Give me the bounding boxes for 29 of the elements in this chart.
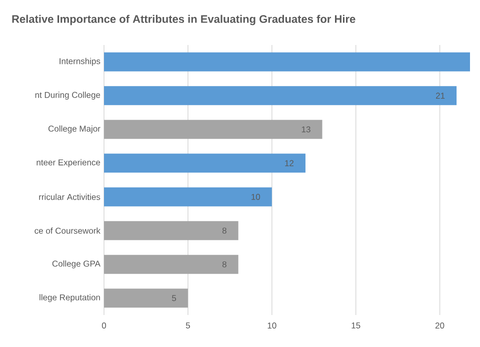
x-tick-label: 0 xyxy=(102,322,106,329)
y-tick-label: College Major xyxy=(48,125,100,134)
bar xyxy=(104,52,470,72)
data-label: 8 xyxy=(222,228,226,234)
data-label: 13 xyxy=(302,126,310,132)
y-tick-label: ce of Coursework xyxy=(34,227,100,234)
bar xyxy=(104,154,306,173)
bar xyxy=(104,254,238,274)
data-label: 5 xyxy=(172,295,176,302)
bar xyxy=(104,86,457,106)
y-tick-label: llege Reputation xyxy=(40,294,100,302)
bar xyxy=(104,187,272,206)
data-label: 10 xyxy=(252,194,260,200)
data-label: 12 xyxy=(285,160,294,166)
data-label: 21 xyxy=(436,92,445,99)
y-tick-label: nt During College xyxy=(35,92,100,100)
x-tick-label: 10 xyxy=(268,322,276,329)
y-tick-label: rricular Activities xyxy=(39,194,100,200)
bar xyxy=(104,288,188,308)
chart-title: Relative Importance of Attributes in Evaluating Graduates for Hire xyxy=(12,14,356,26)
y-tick-label: Internships xyxy=(60,58,100,66)
x-tick-label: 20 xyxy=(435,322,444,329)
x-tick-label: 5 xyxy=(186,322,190,328)
x-tick-label: 15 xyxy=(352,322,360,328)
y-tick-label: nteer Experience xyxy=(36,159,100,168)
bar xyxy=(104,221,238,240)
data-label: 8 xyxy=(222,261,226,268)
bar xyxy=(104,120,322,139)
y-tick-label: College GPA xyxy=(52,260,100,268)
